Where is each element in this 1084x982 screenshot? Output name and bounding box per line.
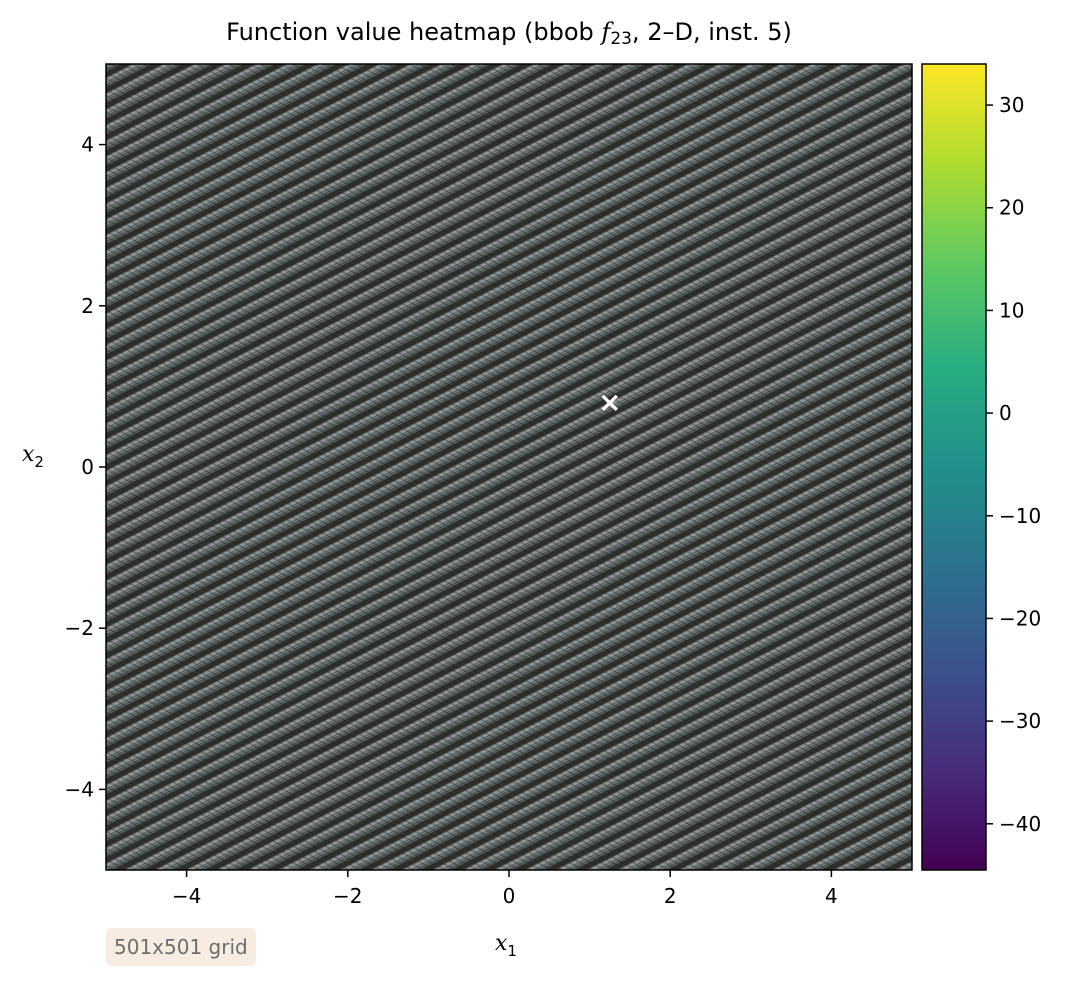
- y-axis: −4 −2 0 2 4: [65, 133, 106, 801]
- colorbar-tick-label: 30: [999, 93, 1024, 117]
- y-axis-label: x2: [22, 442, 44, 471]
- y-tick-label: 2: [81, 294, 94, 318]
- chart-title: Function value heatmap (bbob f23, 2–D, i…: [226, 18, 792, 49]
- optimum-marker: ×: [598, 386, 621, 419]
- grid-size-badge: 501x501 grid: [106, 928, 256, 966]
- colorbar-tick-label: −20: [999, 606, 1041, 630]
- y-tick-label: 0: [81, 455, 94, 479]
- colorbar-tick-label: 20: [999, 196, 1024, 220]
- heatmap-area: [105, 63, 913, 871]
- colorbar-tick-label: 0: [999, 401, 1012, 425]
- colorbar-tick-label: −40: [999, 812, 1041, 836]
- y-tick-label: 4: [81, 133, 94, 157]
- colorbar-tick-label: −30: [999, 709, 1041, 733]
- colorbar-ticks: −40 −30 −20 −10 0 10 20 30: [986, 93, 1041, 836]
- heatmap-texture: [106, 64, 912, 870]
- colorbar-frame: [921, 63, 987, 871]
- y-tick-label: −4: [65, 777, 94, 801]
- colorbar-tick-label: −10: [999, 504, 1041, 528]
- x-tick-label: 0: [503, 884, 516, 908]
- x-tick-label: 2: [664, 884, 677, 908]
- x-axis-label: x1: [495, 931, 517, 960]
- optimum-x-marker: ×: [598, 386, 621, 419]
- x-tick-label: 4: [825, 884, 838, 908]
- y-tick-label: −2: [65, 616, 94, 640]
- colorbar-gradient: [922, 64, 986, 870]
- colorbar-tick-label: 10: [999, 298, 1024, 322]
- x-tick-label: −2: [333, 884, 362, 908]
- x-axis: −4 −2 0 2 4: [172, 870, 838, 908]
- colorbar: −40 −30 −20 −10 0 10 20 30: [921, 63, 1041, 871]
- x-tick-label: −4: [172, 884, 201, 908]
